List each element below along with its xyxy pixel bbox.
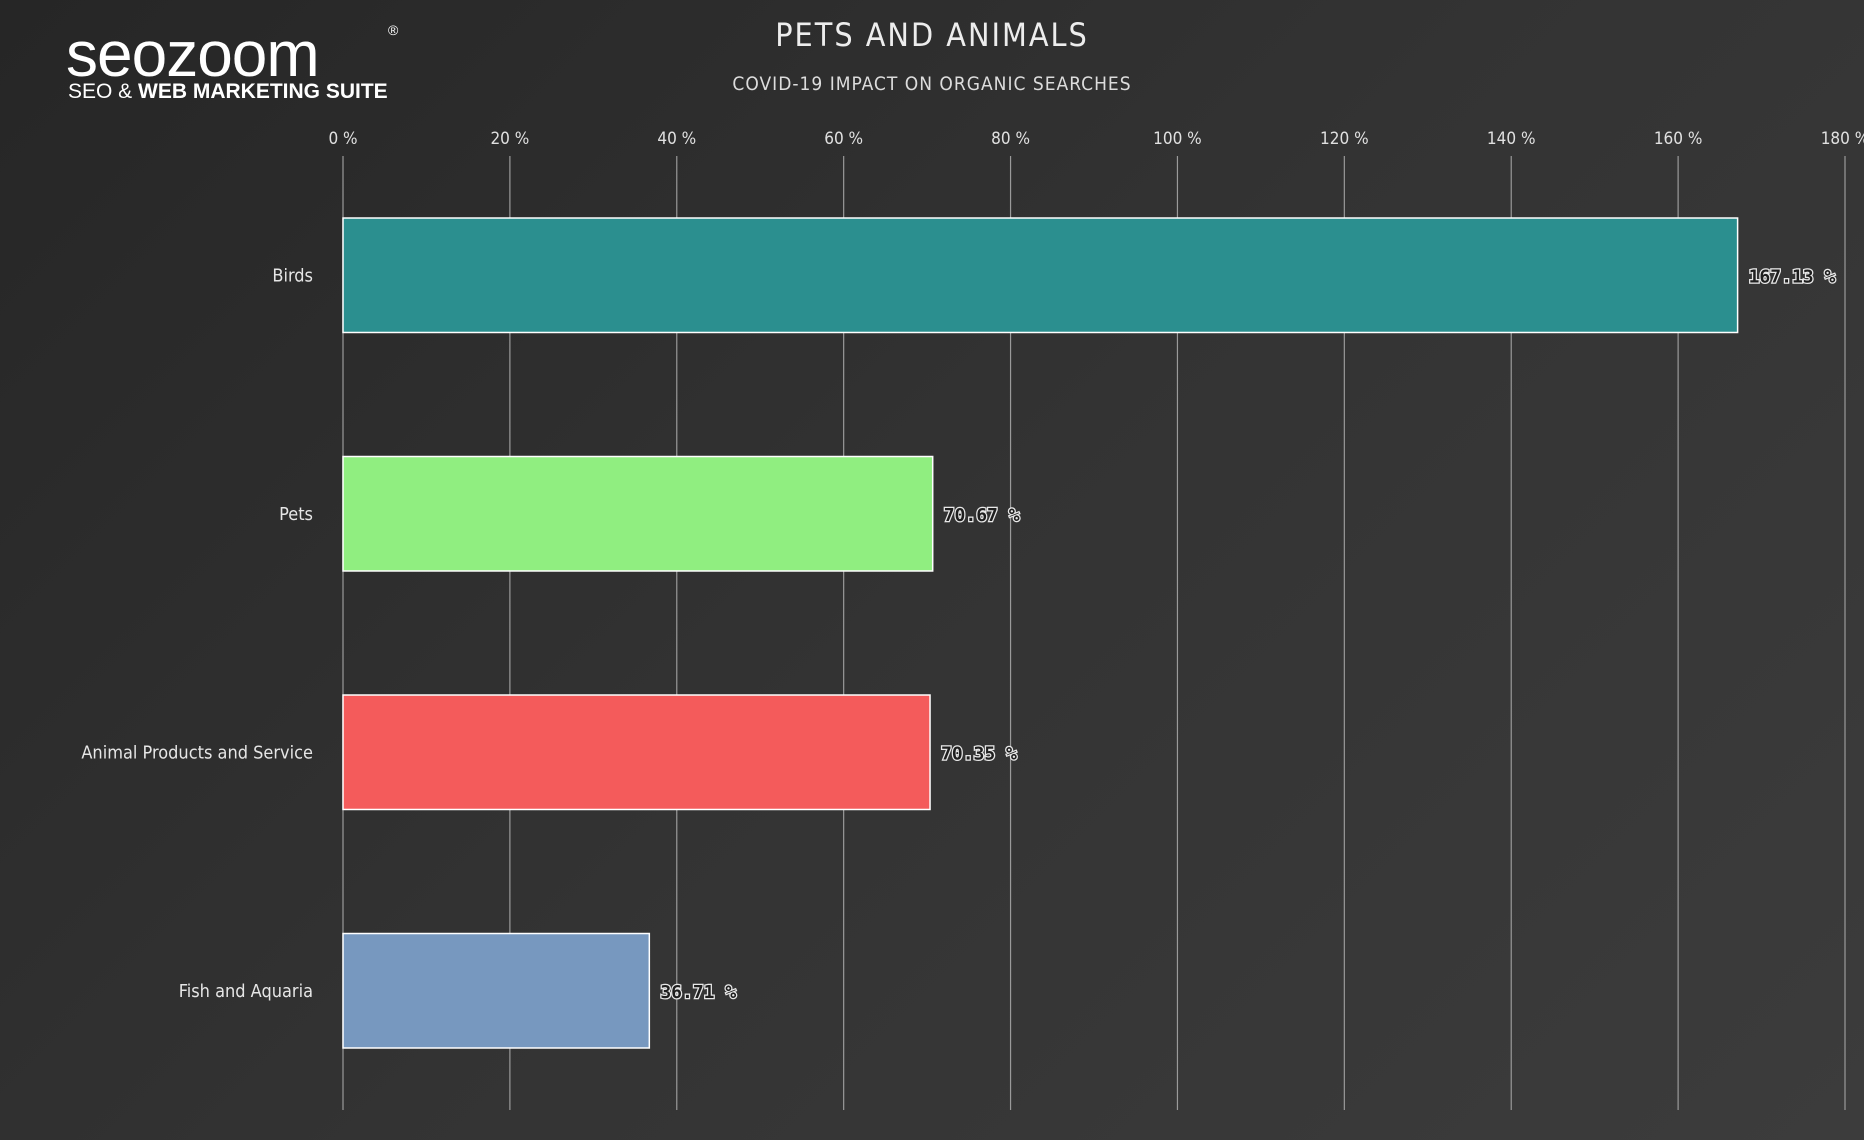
logo-registered-mark: ® [388, 22, 399, 38]
bar [342, 932, 651, 1049]
data-label: 70.35 % [941, 743, 1017, 764]
category-label: Birds [272, 265, 313, 286]
data-label: 36.71 % [660, 982, 736, 1003]
x-tick-label: 120 % [1320, 129, 1369, 149]
x-tick-label: 100 % [1153, 129, 1202, 149]
data-label: 70.67 % [944, 505, 1020, 526]
category-label: Pets [279, 504, 313, 525]
x-tick-label: 180 % [1821, 129, 1864, 149]
x-tick-label: 160 % [1654, 129, 1703, 149]
x-axis-ticks: 0 % 20 % 40 % 60 % 80 % 100 % 120 % 140 % 160 % 1… [328, 129, 1864, 149]
category-labels: Birds Pets Animal Products and Service Fish… [81, 265, 313, 1002]
x-tick-label: 140 % [1487, 129, 1536, 149]
chart-title: PETS AND ANIMALS [775, 16, 1089, 54]
logo-tagline-light: SEO & [68, 80, 139, 103]
x-tick-label: 80 % [991, 129, 1030, 149]
x-tick-label: 40 % [657, 129, 696, 149]
data-label: 167.13 % [1749, 266, 1836, 287]
bar [342, 455, 934, 572]
bar [342, 694, 931, 811]
logo-tagline: SEO & WEB MARKETING SUITE [68, 80, 388, 104]
category-label: Fish and Aquaria [179, 981, 313, 1002]
value-labels: 167.13 % 70.67 % 70.35 % 36.71 % [659, 265, 1837, 1004]
x-tick-label: 60 % [824, 129, 863, 149]
bar [342, 217, 1739, 334]
chart-subtitle: COVID-19 IMPACT ON ORGANIC SEARCHES [732, 73, 1132, 95]
logo-wordmark: seozoom [66, 18, 320, 90]
bars [342, 217, 1739, 1049]
category-label: Animal Products and Service [81, 742, 313, 763]
x-tick-label: 20 % [490, 129, 529, 149]
x-tick-label: 0 % [328, 129, 357, 149]
seozoom-logo: seozoom ® SEO & WEB MARKETING SUITE [66, 22, 406, 108]
logo-tagline-strong: WEB MARKETING SUITE [138, 80, 388, 103]
